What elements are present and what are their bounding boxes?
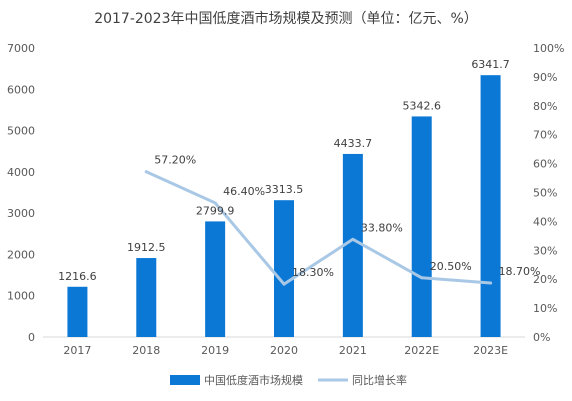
y-left-tick-label: 0 [28,331,35,344]
bar-2017 [67,286,88,337]
bar-value-label: 4433.7 [334,137,373,150]
growth-rate-point [489,281,493,285]
y-right-tick-label: 0% [533,331,550,344]
y-right-tick-label: 90% [533,71,557,84]
bar-2020 [274,200,294,337]
y-left-tick-label: 6000 [7,83,35,96]
legend: 中国低度酒市场规模 同比增长率 [170,373,407,387]
bar-2018 [136,258,157,337]
x-tick-label: 2021 [339,344,367,357]
y-right-tick-label: 100% [533,42,564,55]
growth-rate-label: 18.30% [292,266,334,279]
y-right-tick-label: 40% [533,215,557,228]
legend-line-label: 同比增长率 [352,373,407,387]
y-right-tick-label: 10% [533,302,557,315]
data-labels-layer: 1216.6 1912.5 2799.9 3313.5 4433.7 5342.6 6341… [58,58,540,283]
growth-rate-label: 18.70% [499,265,541,278]
y-left-tick-label: 4000 [7,166,35,179]
growth-rate-point [351,237,355,241]
y-right-tick-label: 60% [533,158,557,171]
x-tick-label: 2018 [132,344,160,357]
growth-line-layer [144,170,493,286]
y-left-tick-label: 7000 [7,42,35,55]
y-right-tick-label: 20% [533,273,557,286]
growth-rate-point [282,282,286,286]
growth-rate-label: 33.80% [361,221,403,234]
y-left-tick-label: 5000 [7,125,35,138]
growth-rate-label: 20.50% [430,260,472,273]
bar-value-label: 3313.5 [265,183,304,196]
bar-value-label: 1912.5 [127,241,166,254]
legend-bar-label: 中国低度酒市场规模 [204,373,303,387]
legend-bar-swatch [170,375,200,385]
bar-2021 [342,153,363,337]
y-left-tick-label: 2000 [7,248,35,261]
axes-layer: 0 1000 2000 3000 4000 5000 6000 7000 0% 10% 20% 30%… [7,42,564,357]
bar-2023E [480,75,501,338]
bar-2019 [205,221,226,337]
bar-2022E [411,116,432,337]
x-tick-label: 2019 [201,344,229,357]
bar-value-label: 5342.6 [402,99,441,112]
growth-rate-point [213,201,217,205]
y-left-tick-label: 1000 [7,290,35,303]
x-tick-label: 2020 [270,344,298,357]
y-right-tick-label: 80% [533,100,557,113]
growth-rate-point [144,170,148,174]
growth-rate-label: 57.20% [154,154,196,167]
growth-rate-point [420,276,424,280]
chart-title: 2017-2023年中国低度酒市场规模及预测（单位：亿元、%） [94,10,478,27]
y-right-tick-label: 50% [533,187,557,200]
y-left-tick-label: 3000 [7,207,35,220]
y-right-tick-label: 70% [533,129,557,142]
bar-value-label: 1216.6 [58,270,97,283]
y-right-tick-label: 30% [533,244,557,257]
x-tick-label: 2017 [63,344,91,357]
x-tick-label: 2022E [404,344,439,357]
bar-value-label: 2799.9 [196,204,235,217]
growth-rate-line [144,170,493,286]
bars-layer [67,75,501,338]
bar-value-label: 6341.7 [471,58,510,71]
x-tick-label: 2023E [473,344,508,357]
growth-rate-label: 46.40% [223,185,265,198]
